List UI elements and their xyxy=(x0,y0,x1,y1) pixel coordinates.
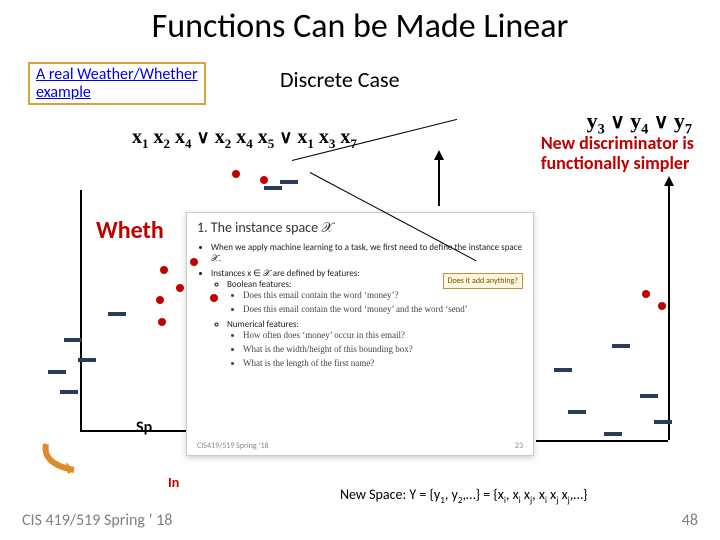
data-point-dot xyxy=(156,296,164,304)
curved-arrow xyxy=(40,440,110,474)
data-point-dash xyxy=(78,358,96,362)
inset-footer-left: CIS419/519 Spring ’18 xyxy=(197,441,269,451)
inset-nf-2: What is the width/height of this boundin… xyxy=(243,344,523,355)
data-point-dash xyxy=(554,368,572,372)
data-point-dot xyxy=(232,170,240,178)
center-arrow-head xyxy=(434,150,444,160)
formula-x: x1 x2 x4 ∨ x2 x4 x5 ∨ x1 x3 x7 xyxy=(132,126,357,152)
data-point-dash xyxy=(612,344,630,348)
weather-whether-link[interactable]: A real Weather/Whether example xyxy=(28,62,206,105)
discrete-case-label: Discrete Case xyxy=(280,66,400,93)
inset-nf-1: How often does ‘money’ occur in this ema… xyxy=(243,330,523,341)
sp-fragment: Sp xyxy=(136,418,152,437)
data-point-dash xyxy=(640,394,658,398)
data-point-dash xyxy=(64,338,82,342)
data-point-dot xyxy=(158,318,166,326)
data-point-dash xyxy=(48,370,66,374)
inset-nf-3: What is the length of the first name? xyxy=(243,358,523,369)
inset-bullet-1: When we apply machine learning to a task… xyxy=(211,242,523,265)
data-point-dot xyxy=(260,176,268,184)
data-point-dash xyxy=(280,180,298,184)
data-point-dot xyxy=(658,302,666,310)
data-point-dot xyxy=(642,290,650,298)
axis-right-arrow-up xyxy=(664,176,674,186)
inset-bf-1: Does this email contain the word ‘money’… xyxy=(243,290,523,301)
axis-left-horizontal xyxy=(80,430,186,432)
inset-num-head: Numerical features: How often does ‘mone… xyxy=(227,319,523,370)
slide-title: Functions Can be Made Linear xyxy=(0,6,720,47)
data-point-dot xyxy=(176,284,184,292)
footer-course: CIS 419/519 Spring ’ 18 xyxy=(22,511,172,530)
inset-footer-right: 23 xyxy=(515,441,523,451)
data-point-dash xyxy=(108,312,126,316)
link-text: A real Weather/Whether example xyxy=(36,65,198,102)
center-arrow-stem xyxy=(438,160,440,206)
axis-left-vertical xyxy=(80,190,82,430)
data-point-dash xyxy=(568,410,586,414)
whether-label: Wheth xyxy=(96,216,164,245)
data-point-dash xyxy=(264,186,282,190)
inset-heading: 1. The instance space 𝒳 xyxy=(197,219,523,236)
axis-right-horizontal xyxy=(536,440,668,442)
inset-bf-2: Does this email contain the word ‘money’… xyxy=(243,304,523,315)
data-point-dot xyxy=(160,266,168,274)
in-fragment: In xyxy=(168,474,179,491)
footer-page-number: 48 xyxy=(682,511,698,530)
new-space-equation: New Space: Y = {y1, y2,…} = {xi, xi xj, … xyxy=(340,486,587,506)
data-point-dot xyxy=(210,294,218,302)
data-point-dash xyxy=(604,432,622,436)
data-point-dot xyxy=(190,258,198,266)
inset-slide: 1. The instance space 𝒳 When we apply ma… xyxy=(186,212,534,456)
axis-right-vertical xyxy=(668,186,670,440)
discriminator-note: New discriminator is functionally simple… xyxy=(541,134,694,174)
data-point-dash xyxy=(654,420,672,424)
inset-callout: Does it add anything? xyxy=(443,273,523,289)
data-point-dash xyxy=(60,390,78,394)
